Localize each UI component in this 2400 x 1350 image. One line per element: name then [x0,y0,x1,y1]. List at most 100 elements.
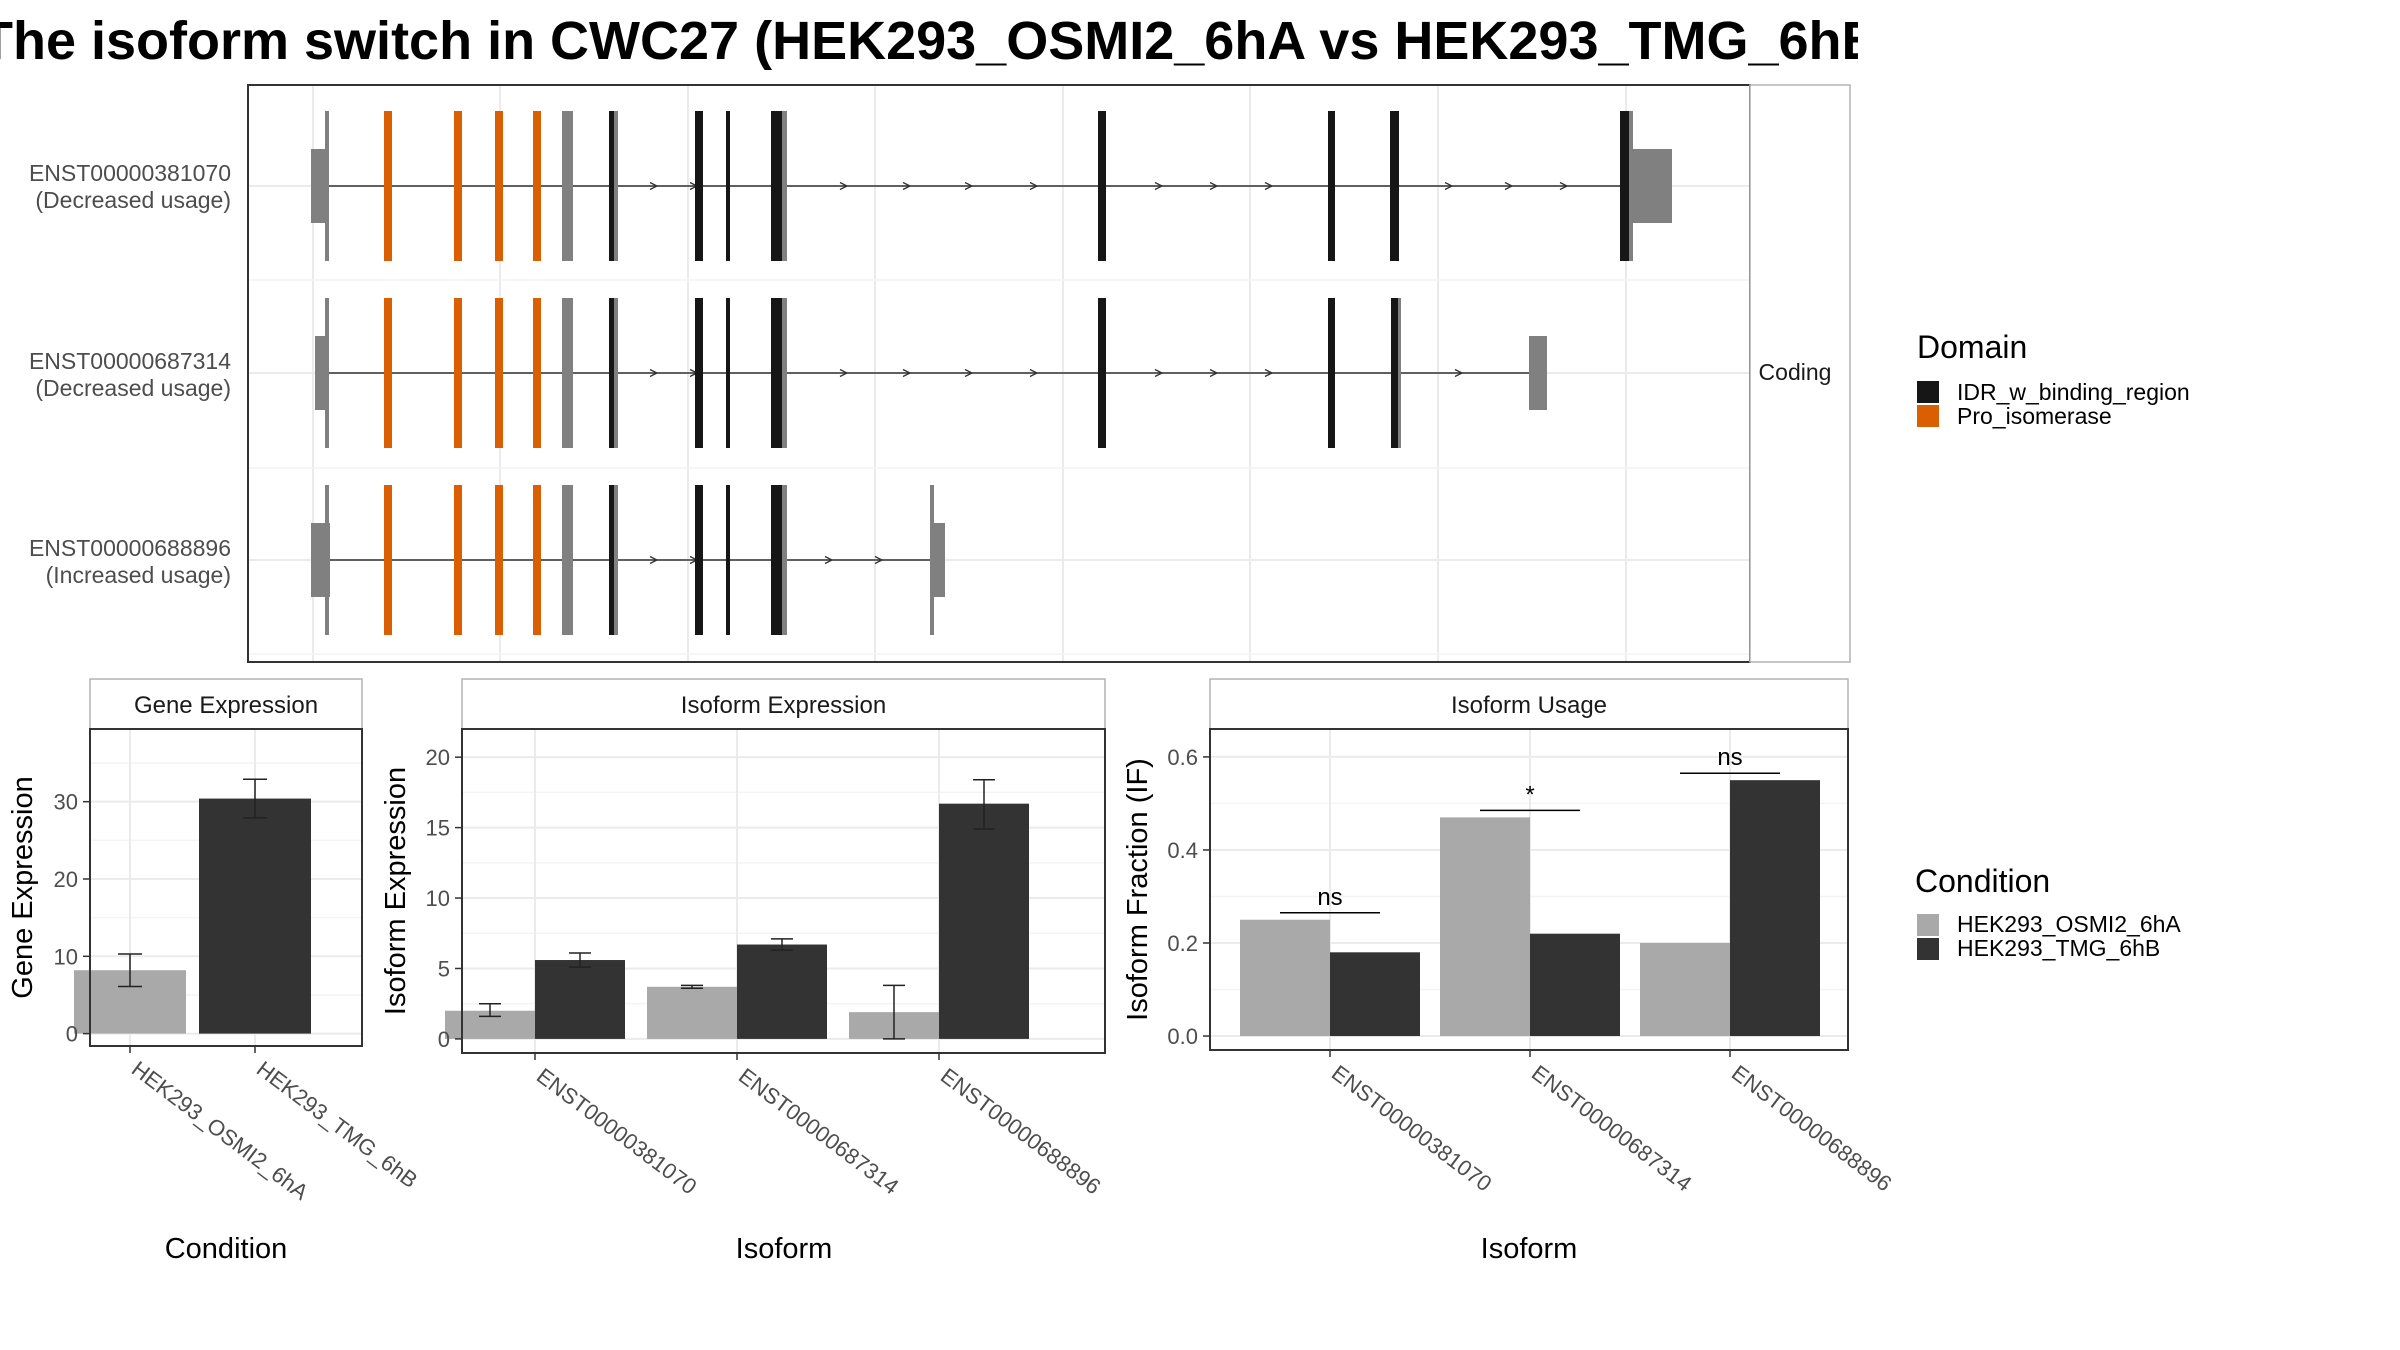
y-tick-label: 30 [54,790,78,815]
idr-exon [695,485,703,635]
exon-block [1629,111,1633,261]
pro-isomerase-exon [533,298,541,448]
bar-ENST00000687314-HEK293_OSMI2_6hA [1440,817,1530,1037]
idr-exon [609,111,614,261]
significance-label: * [1525,781,1534,808]
isoform-id-label: ENST00000687314 [29,348,231,374]
legend-swatch-idr [1917,381,1939,403]
pro-isomerase-exon [454,298,462,448]
x-axis-title: Isoform [736,1233,833,1265]
pro-isomerase-exon [384,111,392,261]
exon-block [782,111,787,261]
y-tick-label: 0.6 [1167,745,1198,770]
intron-arrow [1559,181,1569,191]
panel-border [461,728,1106,1054]
bar-panel-2: Isoform Expression 0 5 10 15 20 ENST0000038107… [380,678,1106,1265]
intron-arrow [902,181,912,191]
significance-label: ns [1317,884,1342,911]
panel-title: Isoform Usage [1451,692,1607,719]
bar-ENST00000688896-HEK293_TMG_6hB [939,803,1029,1039]
intron-arrow [1029,181,1039,191]
bar-HEK293_TMG_6hB [199,798,311,1034]
condition-legend-title: Condition [1915,863,2050,899]
isoform-usage-label: (Decreased usage) [35,187,231,213]
intron-arrow [874,555,884,565]
isoform-label-2: ENST00000687314 (Decreased usage) [29,348,231,401]
pro-isomerase-exon [495,298,503,448]
bar-ENST00000688896-HEK293_TMG_6hB [1730,780,1820,1037]
intron-arrow [824,555,834,565]
intron-arrow [839,181,849,191]
idr-exon [726,485,730,635]
intron-arrow [649,368,659,378]
idr-exon [609,485,614,635]
idr-exon [771,111,783,261]
panel-border [89,728,363,1047]
isoform-id-label: ENST00000381070 [29,160,231,186]
bar-ENST00000381070-HEK293_OSMI2_6hA [1240,919,1330,1037]
utr-block-3prime [1632,149,1672,223]
error-bar [973,778,995,830]
intron-arrow [902,368,912,378]
y-tick-label: 0 [438,1027,450,1052]
facet-strip [1749,84,1851,663]
bar-ENST00000688896-HEK293_OSMI2_6hA [1640,943,1730,1037]
transcript-track-1 [311,111,1672,261]
x-axis-title: Condition [165,1233,288,1265]
bar-ENST00000687314-HEK293_TMG_6hB [1530,933,1620,1037]
intron-arrow [1154,368,1164,378]
legend-swatch-pro [1917,405,1939,427]
isoform-usage-label: (Increased usage) [46,562,231,588]
pro-isomerase-exon [384,298,392,448]
transcript-track-2 [315,298,1547,448]
idr-exon [609,298,614,448]
legend-label-cond-a: HEK293_OSMI2_6hA [1957,911,2181,937]
y-tick-label: 0 [66,1022,78,1047]
panel-border [1209,728,1849,1051]
panel-title: Gene Expression [134,692,318,719]
intron-arrow [1444,181,1454,191]
idr-exon [695,298,703,448]
y-axis-title: Isoform Expression [380,767,412,1015]
error-bar [118,953,142,988]
idr-exon [771,485,783,635]
intron-arrow [1209,368,1219,378]
exon-block [562,111,573,261]
y-tick-label: 10 [426,886,450,911]
idr-exon [695,111,703,261]
idr-exon [1328,111,1335,261]
y-axis-title: Isoform Fraction (IF) [1122,758,1154,1021]
x-tick-label: ENST00000688896 [936,1063,1105,1199]
error-bar [569,952,591,968]
pro-isomerase-exon [495,111,503,261]
exon-block [782,298,787,448]
chart-title: The isoform switch in CWC27 (HEK293_OSMI… [0,11,1858,71]
utr-block [311,523,327,597]
y-tick-label: 20 [54,867,78,892]
transcript-track-3 [311,485,945,635]
pro-isomerase-exon [454,485,462,635]
y-tick-label: 5 [438,956,450,981]
intron-arrow [649,181,659,191]
error-bar [681,984,703,989]
exon-block [614,298,618,448]
bar-ENST00000381070-HEK293_TMG_6hB [535,960,625,1039]
pro-isomerase-exon [533,111,541,261]
isoform-label-3: ENST00000688896 (Increased usage) [29,535,231,588]
idr-exon [1098,298,1106,448]
legend-swatch-cond-a [1917,914,1939,936]
facet-strip-label: Coding [1759,359,1832,385]
exon-block [562,298,573,448]
y-tick-label: 10 [54,944,78,969]
legend-label-pro: Pro_isomerase [1957,403,2112,429]
idr-exon [1098,111,1106,261]
error-bar [883,984,905,1040]
exon-block [325,298,329,448]
pro-isomerase-exon [384,485,392,635]
x-tick-label: ENST00000688896 [1727,1060,1896,1196]
bar-panel-1: Gene Expression0102030HEK293_OSMI2_6hAHE… [7,678,422,1265]
utr-block-3prime [1529,336,1547,410]
domain-legend: Domain IDR_w_binding_region Pro_isomeras… [1917,329,2190,429]
utr-block [315,336,328,410]
bar-ENST00000687314-HEK293_TMG_6hB [737,944,827,1039]
